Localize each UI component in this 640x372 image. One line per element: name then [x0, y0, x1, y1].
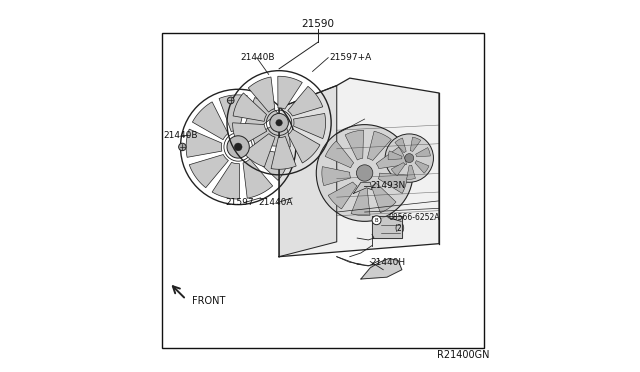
Text: 21440B: 21440B [163, 131, 198, 140]
Polygon shape [243, 159, 273, 198]
Polygon shape [415, 161, 429, 173]
Polygon shape [345, 130, 364, 160]
Text: B: B [375, 218, 378, 223]
Text: FRONT: FRONT [191, 296, 225, 306]
Text: 21440H: 21440H [370, 258, 405, 267]
Text: 21440B: 21440B [240, 53, 275, 62]
Polygon shape [252, 120, 291, 147]
Polygon shape [361, 259, 402, 279]
Circle shape [227, 97, 234, 104]
Polygon shape [372, 216, 402, 238]
Polygon shape [279, 78, 439, 257]
Polygon shape [189, 154, 228, 188]
Polygon shape [388, 151, 402, 160]
Polygon shape [367, 131, 391, 160]
Polygon shape [325, 141, 354, 168]
Polygon shape [212, 162, 239, 199]
Circle shape [356, 165, 373, 181]
Polygon shape [288, 86, 323, 116]
Text: R21400GN: R21400GN [436, 350, 489, 360]
Polygon shape [376, 147, 406, 169]
Circle shape [270, 113, 289, 132]
Text: 21597+A: 21597+A [330, 53, 372, 62]
Circle shape [276, 119, 282, 126]
Polygon shape [294, 113, 326, 139]
Polygon shape [233, 93, 267, 121]
Text: 21597: 21597 [225, 198, 254, 207]
Circle shape [227, 136, 250, 158]
Circle shape [234, 143, 242, 151]
Polygon shape [186, 129, 222, 157]
Polygon shape [406, 165, 415, 179]
Text: (2): (2) [394, 224, 405, 233]
Polygon shape [232, 123, 267, 147]
Polygon shape [252, 148, 290, 180]
Polygon shape [219, 95, 247, 132]
Polygon shape [378, 173, 408, 193]
Polygon shape [371, 183, 396, 213]
Bar [162, 33, 484, 348]
Polygon shape [248, 77, 275, 112]
Polygon shape [415, 148, 430, 157]
Polygon shape [193, 102, 228, 140]
Polygon shape [288, 129, 320, 163]
Text: 21493N: 21493N [370, 182, 406, 190]
Circle shape [316, 125, 413, 221]
Circle shape [372, 216, 381, 225]
Text: 08566-6252A: 08566-6252A [389, 213, 440, 222]
Polygon shape [322, 167, 351, 186]
Text: 21440A: 21440A [259, 198, 293, 207]
Polygon shape [351, 187, 370, 216]
Circle shape [179, 143, 186, 151]
Polygon shape [278, 76, 302, 109]
Polygon shape [243, 97, 278, 135]
Circle shape [405, 154, 413, 163]
Polygon shape [410, 137, 420, 151]
Text: 21590: 21590 [301, 19, 335, 29]
Polygon shape [279, 86, 337, 257]
Circle shape [385, 134, 433, 182]
Polygon shape [271, 136, 296, 169]
Polygon shape [395, 138, 406, 153]
Polygon shape [391, 163, 405, 176]
Polygon shape [328, 182, 357, 209]
Polygon shape [243, 134, 275, 167]
Polygon shape [353, 182, 372, 193]
